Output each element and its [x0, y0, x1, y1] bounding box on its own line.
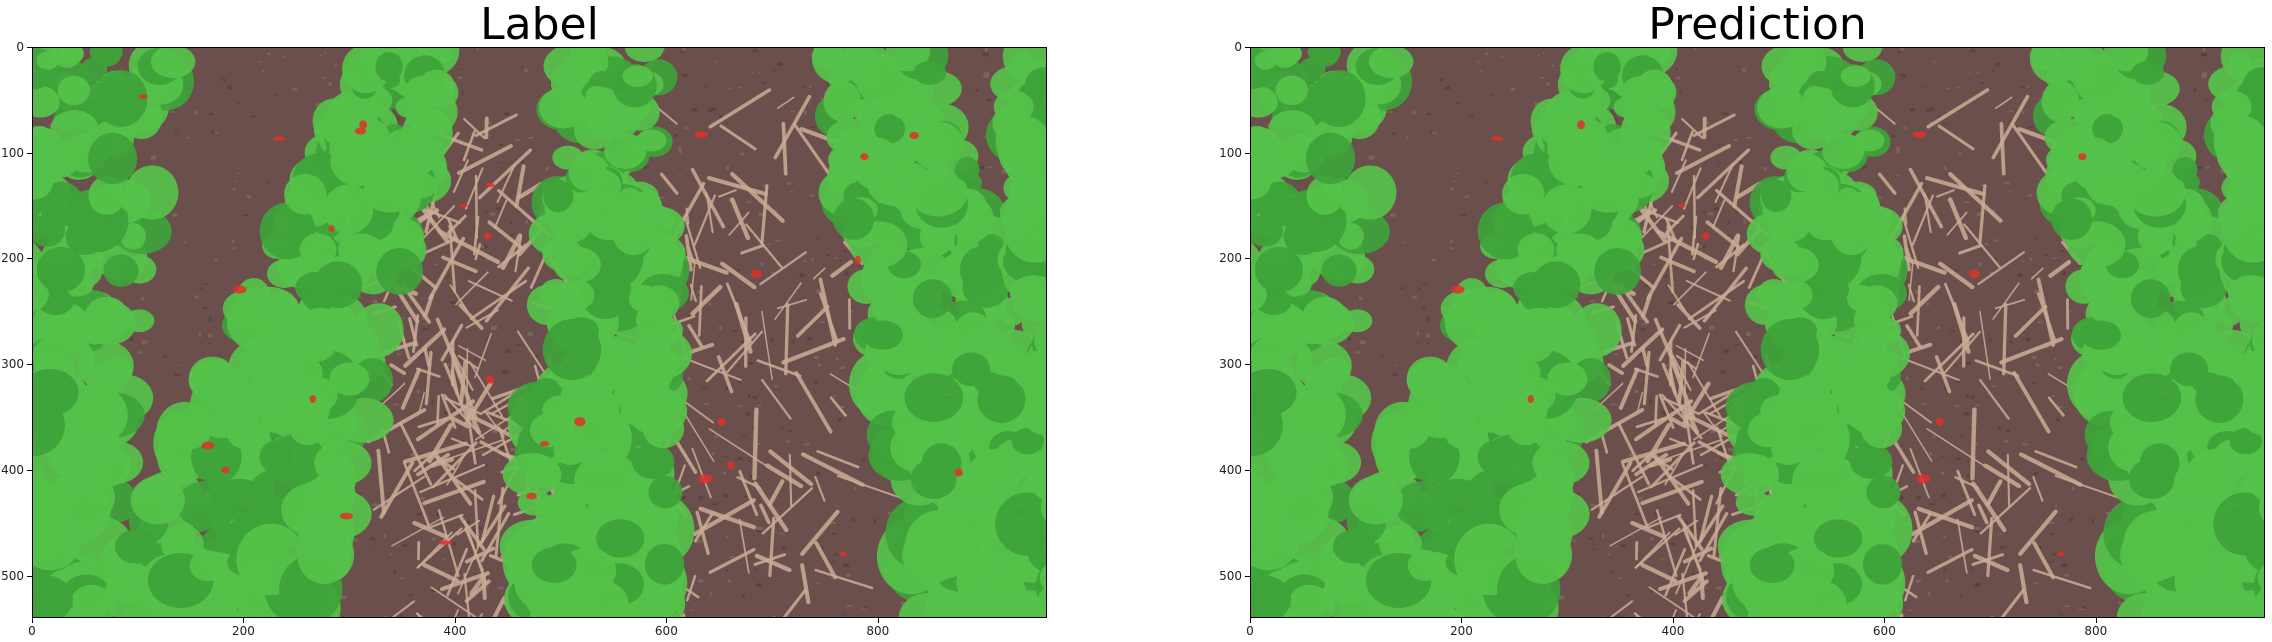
label-image: [32, 47, 1047, 618]
x-tick-label: 200: [232, 624, 255, 638]
x-tick-mark: [454, 618, 456, 623]
y-tick-label: 300: [1219, 357, 1242, 372]
x-tick-mark: [1672, 618, 1674, 623]
y-tick-label: 200: [1219, 251, 1242, 266]
x-tick-mark: [1884, 618, 1886, 623]
y-tick-mark: [1245, 469, 1250, 471]
x-tick-mark: [2095, 618, 2097, 623]
x-tick-mark: [243, 618, 245, 623]
y-tick-label: 0: [16, 40, 24, 54]
y-tick-label: 500: [1, 568, 24, 583]
y-tick-label: 100: [1, 145, 24, 160]
y-tick-label: 300: [1, 357, 24, 372]
y-tick-mark: [1245, 575, 1250, 577]
y-tick-label: 400: [1219, 462, 1242, 477]
x-tick-mark: [1250, 618, 1251, 623]
x-tick-label: 600: [654, 624, 678, 638]
y-tick-mark: [1245, 47, 1250, 48]
y-tick-label: 100: [1219, 145, 1242, 160]
prediction-image: [1250, 47, 2265, 618]
y-tick-mark: [27, 152, 32, 154]
x-tick-mark: [666, 618, 668, 623]
panel-title-prediction: Prediction: [1648, 0, 1867, 50]
y-tick-mark: [27, 575, 32, 577]
x-tick-label: 800: [2084, 624, 2108, 638]
y-tick-mark: [1245, 364, 1250, 366]
x-tick-label: 0: [28, 624, 36, 638]
x-tick-mark: [877, 618, 879, 623]
y-tick-mark: [1245, 152, 1250, 154]
y-tick-mark: [27, 47, 32, 48]
y-tick-mark: [27, 469, 32, 471]
x-tick-label: 600: [1872, 624, 1896, 638]
y-tick-label: 500: [1219, 568, 1242, 583]
y-tick-mark: [27, 364, 32, 366]
x-tick-label: 400: [443, 624, 467, 638]
x-tick-label: 200: [1450, 624, 1473, 638]
y-tick-label: 400: [1, 462, 24, 477]
x-tick-mark: [32, 618, 33, 623]
y-tick-label: 200: [1, 251, 24, 266]
y-tick-mark: [27, 258, 32, 260]
y-tick-label: 0: [1234, 40, 1242, 54]
x-tick-mark: [1461, 618, 1463, 623]
x-tick-label: 400: [1661, 624, 1685, 638]
panel-title-label: Label: [480, 0, 599, 50]
y-tick-mark: [1245, 258, 1250, 260]
x-tick-label: 800: [866, 624, 890, 638]
x-tick-label: 0: [1246, 624, 1254, 638]
